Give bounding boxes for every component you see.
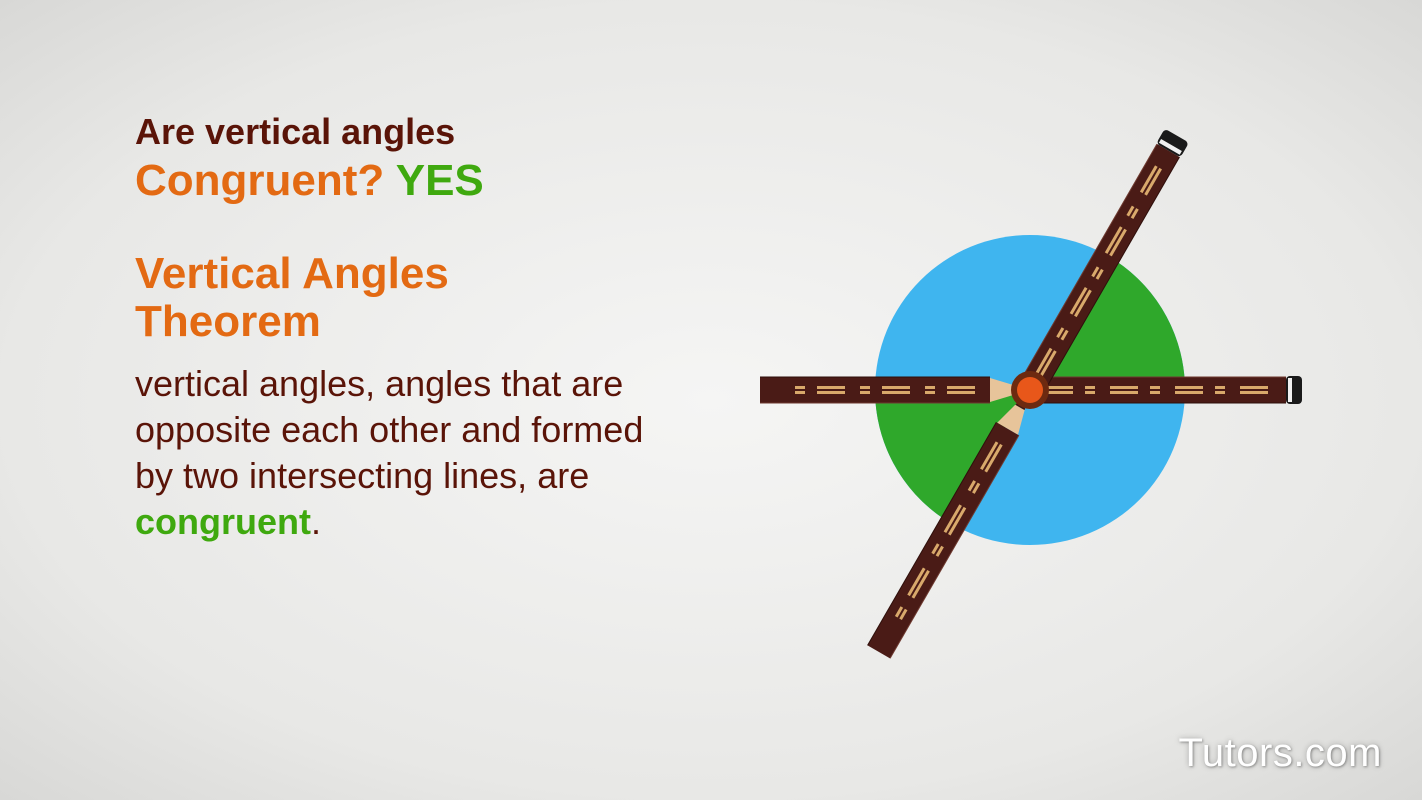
pencil-diagram	[720, 80, 1340, 700]
congruent-question: Congruent?	[135, 156, 396, 205]
body-highlight: congruent	[135, 501, 311, 542]
answer-line: Congruent? YES	[135, 155, 655, 208]
yes-text: YES	[396, 156, 484, 205]
watermark: Tutors.com	[1178, 731, 1382, 776]
question-line: Are vertical angles	[135, 110, 655, 153]
theorem-body: vertical angles, angles that are opposit…	[135, 361, 655, 545]
text-panel: Are vertical angles Congruent? YES Verti…	[135, 110, 655, 545]
body-end: .	[311, 501, 321, 542]
theorem-title-line1: Vertical Angles	[135, 249, 449, 298]
theorem-title-line2: Theorem	[135, 297, 321, 346]
center-dot	[1017, 377, 1043, 403]
body-main: vertical angles, angles that are opposit…	[135, 363, 643, 496]
theorem-title: Vertical Angles Theorem	[135, 250, 655, 347]
question-text: Are vertical angles	[135, 111, 455, 152]
